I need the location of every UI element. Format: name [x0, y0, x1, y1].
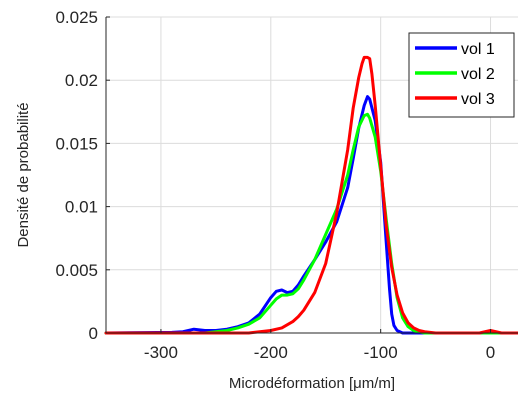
x-tick-label: -200 — [254, 343, 288, 362]
legend-label-2: vol 2 — [461, 66, 495, 83]
y-tick-label: 0.025 — [55, 8, 98, 27]
y-tick-label: 0 — [89, 324, 98, 343]
x-tick-labels: -300 -200 -100 0 — [144, 343, 495, 362]
x-axis-label: Microdéformation [μm/m] — [229, 375, 395, 392]
y-tick-label: 0.015 — [55, 134, 98, 153]
x-tick-label: -100 — [364, 343, 398, 362]
y-tick-label: 0.005 — [55, 261, 98, 280]
y-axis-label: Densité de probabilité — [15, 102, 32, 247]
legend: vol 1 vol 2 vol 3 — [408, 32, 515, 118]
y-tick-labels: 0 0.005 0.01 0.015 0.02 0.025 — [55, 8, 98, 343]
x-tick-label: -300 — [144, 343, 178, 362]
legend-label-1: vol 1 — [461, 41, 495, 58]
y-tick-label: 0.01 — [65, 198, 98, 217]
axes — [105, 16, 518, 334]
legend-label-3: vol 3 — [461, 91, 495, 108]
x-tick-label: 0 — [486, 343, 495, 362]
y-tick-label: 0.02 — [65, 71, 98, 90]
